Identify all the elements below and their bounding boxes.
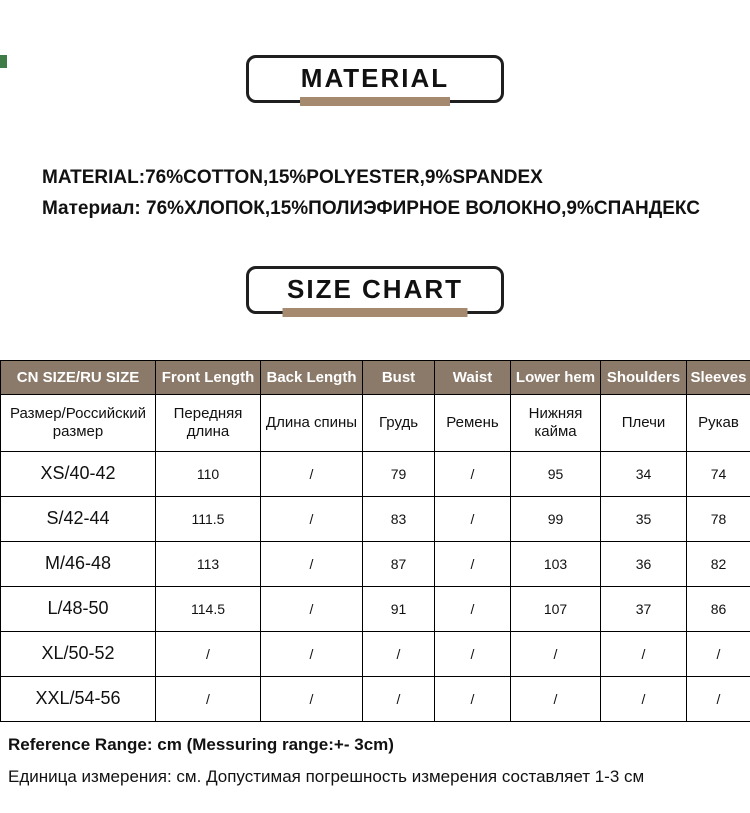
table-cell: 36 <box>601 541 687 586</box>
table-cell: / <box>261 631 363 676</box>
table-cell-first: M/46-48 <box>1 541 156 586</box>
size-chart-badge: SIZE CHART <box>246 266 504 314</box>
column-header-ru: Рукав <box>687 394 750 451</box>
column-header-first: CN SIZE/RU SIZE <box>1 360 156 394</box>
table-cell: / <box>261 676 363 721</box>
table-cell: 113 <box>156 541 261 586</box>
table-cell-first: XL/50-52 <box>1 631 156 676</box>
reference-notes: Reference Range: cm (Messuring range:+- … <box>0 735 750 787</box>
table-cell: 86 <box>687 586 750 631</box>
column-header: Bust <box>363 360 435 394</box>
table-cell: / <box>435 586 511 631</box>
column-header: Shoulders <box>601 360 687 394</box>
table-cell: 107 <box>511 586 601 631</box>
table-cell: 37 <box>601 586 687 631</box>
material-accent-bar <box>300 97 450 106</box>
table-cell: 35 <box>601 496 687 541</box>
table-cell: 95 <box>511 451 601 496</box>
column-header: Back Length <box>261 360 363 394</box>
table-cell: / <box>511 631 601 676</box>
table-cell: / <box>261 586 363 631</box>
table-cell: / <box>261 541 363 586</box>
table-cell-first: S/42-44 <box>1 496 156 541</box>
table-row: XL/50-52/////// <box>1 631 750 676</box>
reference-note-ru: Единица измерения: см. Допустимая погреш… <box>8 767 750 787</box>
table-cell: / <box>687 631 750 676</box>
table-cell: 103 <box>511 541 601 586</box>
table-cell: 110 <box>156 451 261 496</box>
table-cell: 82 <box>687 541 750 586</box>
column-header: Lower hem <box>511 360 601 394</box>
table-cell: 83 <box>363 496 435 541</box>
table-cell: 91 <box>363 586 435 631</box>
table-cell: / <box>363 631 435 676</box>
table-cell-first: L/48-50 <box>1 586 156 631</box>
table-cell: / <box>156 676 261 721</box>
table-row: XXL/54-56/////// <box>1 676 750 721</box>
table-cell: / <box>156 631 261 676</box>
column-header-ru-first: Размер/Российский размер <box>1 394 156 451</box>
table-cell: 114.5 <box>156 586 261 631</box>
table-cell: 74 <box>687 451 750 496</box>
table-cell: 78 <box>687 496 750 541</box>
column-header-ru: Грудь <box>363 394 435 451</box>
table-cell: / <box>435 451 511 496</box>
column-header-ru: Плечи <box>601 394 687 451</box>
column-header: Waist <box>435 360 511 394</box>
table-cell: / <box>435 676 511 721</box>
size-chart-badge-label: SIZE CHART <box>287 274 463 304</box>
table-cell: 34 <box>601 451 687 496</box>
column-header-ru: Передняя длина <box>156 394 261 451</box>
column-header-ru: Нижняя кайма <box>511 394 601 451</box>
column-header: Sleeves <box>687 360 750 394</box>
table-cell-first: XXL/54-56 <box>1 676 156 721</box>
table-cell: / <box>435 541 511 586</box>
reference-note-en: Reference Range: cm (Messuring range:+- … <box>8 735 750 755</box>
table-cell-first: XS/40-42 <box>1 451 156 496</box>
table-cell: / <box>363 676 435 721</box>
table-cell: / <box>601 631 687 676</box>
table-cell: 99 <box>511 496 601 541</box>
table-cell: / <box>687 676 750 721</box>
material-text-block: MATERIAL:76%COTTON,15%POLYESTER,9%SPANDE… <box>0 167 750 220</box>
table-cell: 79 <box>363 451 435 496</box>
column-header-ru: Ремень <box>435 394 511 451</box>
column-header: Front Length <box>156 360 261 394</box>
size-chart-accent-bar <box>283 308 468 317</box>
material-text-ru: Материал: 76%ХЛОПОК,15%ПОЛИЭФИРНОЕ ВОЛОК… <box>42 198 750 220</box>
material-section: MATERIAL MATERIAL:76%COTTON,15%POLYESTER… <box>0 55 750 220</box>
table-cell: / <box>435 631 511 676</box>
table-cell: 87 <box>363 541 435 586</box>
material-badge-label: MATERIAL <box>301 63 449 93</box>
table-cell: / <box>601 676 687 721</box>
table-cell: / <box>435 496 511 541</box>
table-cell: / <box>511 676 601 721</box>
table-cell: / <box>261 496 363 541</box>
material-badge: MATERIAL <box>246 55 504 103</box>
corner-mark <box>0 55 7 68</box>
material-text-en: MATERIAL:76%COTTON,15%POLYESTER,9%SPANDE… <box>42 167 750 189</box>
table-cell: 111.5 <box>156 496 261 541</box>
column-header-ru: Длина спины <box>261 394 363 451</box>
table-cell: / <box>261 451 363 496</box>
